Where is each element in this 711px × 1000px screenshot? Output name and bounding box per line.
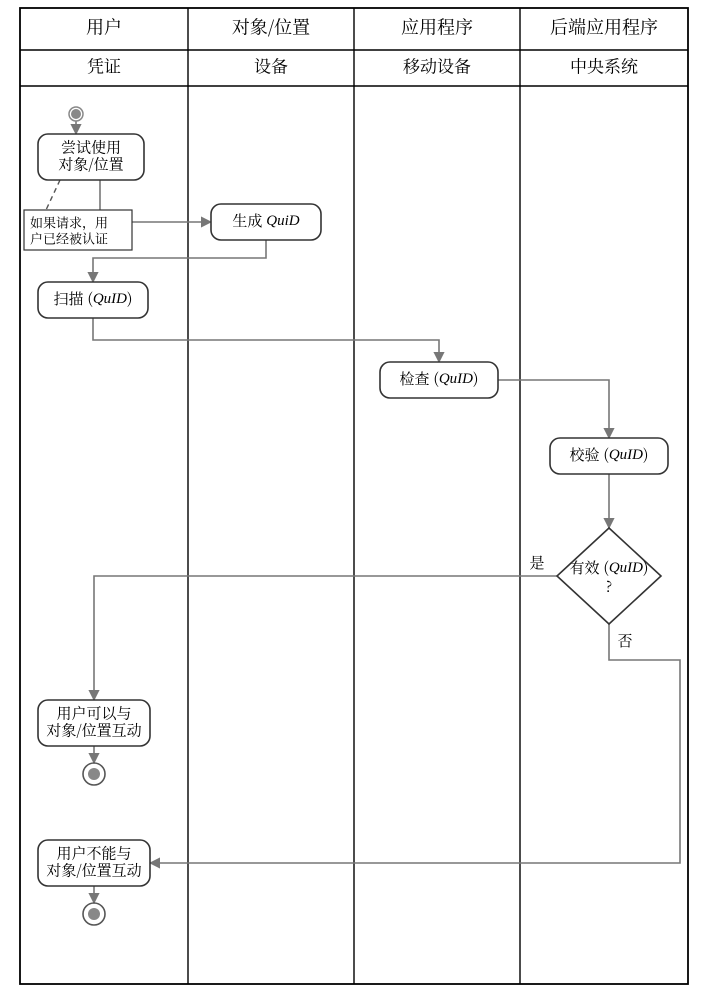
edge-note-dash	[46, 180, 60, 210]
lane-subheader: 中央系统	[570, 52, 638, 77]
edge-check-verify	[498, 380, 609, 438]
edges-layer	[46, 121, 680, 903]
nodes-layer	[24, 107, 668, 925]
edge-decision-no	[150, 624, 680, 863]
label-yes: 是	[529, 552, 544, 573]
lane-subheader: 凭证	[87, 52, 121, 77]
node-scan-label: 扫描 (QuID)	[54, 288, 133, 309]
decision-q: ?	[606, 576, 612, 597]
edge-decision-yes	[94, 576, 557, 700]
node-attempt-label: 对象/位置	[58, 153, 123, 174]
node-generate-label: 生成 QuiD	[232, 210, 299, 231]
decision-label: 有效 (QuID)	[570, 557, 649, 578]
lane-header: 对象/位置	[232, 14, 310, 40]
lane-header: 用户	[86, 14, 122, 40]
lane-subheader: 移动设备	[403, 52, 471, 77]
node-can-interact-label: 对象/位置互动	[46, 719, 141, 740]
lane-subheader: 设备	[254, 52, 288, 77]
swimlane-diagram: 用户凭证对象/位置设备应用程序移动设备后端应用程序中央系统尝试使用对象/位置生成…	[0, 0, 711, 1000]
node-verify-label: 校验 (QuID)	[570, 444, 649, 465]
node-cannot-interact-label: 对象/位置互动	[46, 859, 141, 880]
lane-header: 应用程序	[401, 14, 473, 40]
note-auth-text: 户已经被认证	[30, 228, 108, 247]
edge-scan-check	[93, 318, 439, 362]
diagram-svg: 用户凭证对象/位置设备应用程序移动设备后端应用程序中央系统尝试使用对象/位置生成…	[0, 0, 711, 1000]
label-no: 否	[617, 630, 632, 651]
lane-header: 后端应用程序	[550, 14, 658, 40]
node-check-label: 检查 (QuID)	[400, 368, 479, 389]
